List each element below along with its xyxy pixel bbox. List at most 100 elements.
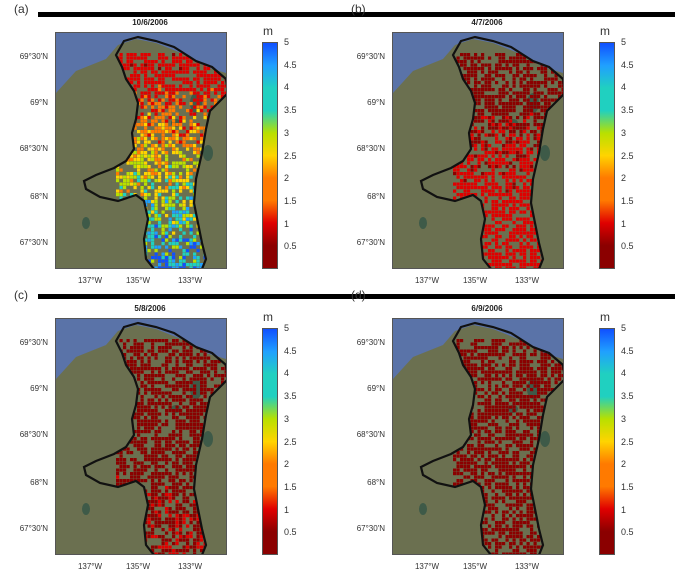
colorbar-tick-label: 5 bbox=[621, 37, 626, 47]
colorbar-tick-label: 3.5 bbox=[284, 105, 297, 115]
colorbar-tick-label: 2 bbox=[621, 173, 626, 183]
satellite-map bbox=[55, 32, 227, 269]
colorbar-tick-label: 0.5 bbox=[621, 241, 634, 251]
latitude-tick-label: 68°30'N bbox=[339, 144, 385, 153]
longitude-tick-label: 135°W bbox=[455, 276, 495, 285]
colorbar-unit: m bbox=[263, 24, 273, 38]
colorbar-tick-label: 2 bbox=[621, 459, 626, 469]
latitude-tick-label: 67°30'N bbox=[2, 524, 48, 533]
latitude-tick-label: 69°30'N bbox=[339, 338, 385, 347]
latitude-tick-label: 68°30'N bbox=[339, 430, 385, 439]
latitude-tick-label: 68°N bbox=[2, 192, 48, 201]
panel-date-title: 5/8/2006 bbox=[75, 304, 225, 313]
latitude-tick-label: 69°N bbox=[2, 98, 48, 107]
lake bbox=[82, 503, 90, 515]
colorbar-tick-label: 1 bbox=[284, 219, 289, 229]
colorbar-tick-label: 5 bbox=[621, 323, 626, 333]
colorbar-unit: m bbox=[263, 310, 273, 324]
colorbar-tick-label: 4 bbox=[621, 368, 626, 378]
colorbar-tick-label: 3 bbox=[284, 414, 289, 424]
colorbar-tick-label: 4 bbox=[284, 368, 289, 378]
colorbar-tick-label: 3 bbox=[621, 414, 626, 424]
colorbar-tick-label: 3 bbox=[621, 128, 626, 138]
panel-date-title: 4/7/2006 bbox=[412, 18, 562, 27]
colorbar-tick-label: 2.5 bbox=[284, 437, 297, 447]
colorbar-tick-label: 3.5 bbox=[284, 391, 297, 401]
longitude-tick-label: 133°W bbox=[507, 276, 547, 285]
lake bbox=[203, 431, 213, 447]
lake bbox=[540, 145, 550, 161]
latitude-tick-label: 68°N bbox=[339, 478, 385, 487]
lake bbox=[203, 145, 213, 161]
colorbar bbox=[262, 42, 278, 269]
latitude-tick-label: 68°N bbox=[2, 478, 48, 487]
colorbar-tick-label: 4 bbox=[284, 82, 289, 92]
latitude-tick-label: 69°N bbox=[339, 384, 385, 393]
colorbar-tick-label: 2.5 bbox=[621, 151, 634, 161]
longitude-tick-label: 133°W bbox=[170, 276, 210, 285]
longitude-tick-label: 135°W bbox=[455, 562, 495, 571]
latitude-tick-label: 69°30'N bbox=[2, 338, 48, 347]
colorbar-tick-label: 4.5 bbox=[621, 60, 634, 70]
latitude-tick-label: 69°N bbox=[339, 98, 385, 107]
colorbar bbox=[262, 328, 278, 555]
latitude-tick-label: 69°N bbox=[2, 384, 48, 393]
latitude-tick-label: 69°30'N bbox=[339, 52, 385, 61]
colorbar-tick-label: 4.5 bbox=[284, 60, 297, 70]
lake bbox=[82, 217, 90, 229]
colorbar-tick-label: 1.5 bbox=[284, 482, 297, 492]
satellite-map bbox=[392, 318, 564, 555]
colorbar-tick-label: 2.5 bbox=[284, 151, 297, 161]
lake bbox=[540, 431, 550, 447]
colorbar bbox=[599, 328, 615, 555]
colorbar-tick-label: 3 bbox=[284, 128, 289, 138]
panel-label: (a) bbox=[14, 2, 29, 16]
latitude-tick-label: 68°N bbox=[339, 192, 385, 201]
colorbar-tick-label: 2.5 bbox=[621, 437, 634, 447]
colorbar-unit: m bbox=[600, 310, 610, 324]
satellite-map bbox=[55, 318, 227, 555]
colorbar bbox=[599, 42, 615, 269]
longitude-tick-label: 137°W bbox=[407, 276, 447, 285]
longitude-tick-label: 137°W bbox=[70, 562, 110, 571]
longitude-tick-label: 135°W bbox=[118, 562, 158, 571]
colorbar-tick-label: 1 bbox=[621, 505, 626, 515]
panel-date-title: 10/6/2006 bbox=[75, 18, 225, 27]
colorbar-tick-label: 5 bbox=[284, 323, 289, 333]
colorbar-tick-label: 0.5 bbox=[284, 527, 297, 537]
latitude-tick-label: 68°30'N bbox=[2, 144, 48, 153]
colorbar-tick-label: 5 bbox=[284, 37, 289, 47]
colorbar-tick-label: 4.5 bbox=[284, 346, 297, 356]
latitude-tick-label: 68°30'N bbox=[2, 430, 48, 439]
colorbar-tick-label: 2 bbox=[284, 173, 289, 183]
satellite-map bbox=[392, 32, 564, 269]
colorbar-tick-label: 4 bbox=[621, 82, 626, 92]
latitude-tick-label: 67°30'N bbox=[339, 524, 385, 533]
colorbar-tick-label: 2 bbox=[284, 459, 289, 469]
colorbar-tick-label: 3.5 bbox=[621, 105, 634, 115]
longitude-tick-label: 133°W bbox=[170, 562, 210, 571]
colorbar-tick-label: 1 bbox=[284, 505, 289, 515]
lake bbox=[419, 217, 427, 229]
colorbar-tick-label: 3.5 bbox=[621, 391, 634, 401]
panel-label: (d) bbox=[351, 288, 366, 302]
longitude-tick-label: 137°W bbox=[407, 562, 447, 571]
panel-date-title: 6/9/2006 bbox=[412, 304, 562, 313]
colorbar-tick-label: 1.5 bbox=[621, 196, 634, 206]
latitude-tick-label: 67°30'N bbox=[2, 238, 48, 247]
colorbar-tick-label: 4.5 bbox=[621, 346, 634, 356]
panel-label: (c) bbox=[14, 288, 28, 302]
panel-label: (b) bbox=[351, 2, 366, 16]
longitude-tick-label: 133°W bbox=[507, 562, 547, 571]
latitude-tick-label: 67°30'N bbox=[339, 238, 385, 247]
colorbar-tick-label: 0.5 bbox=[621, 527, 634, 537]
colorbar-tick-label: 1.5 bbox=[621, 482, 634, 492]
longitude-tick-label: 135°W bbox=[118, 276, 158, 285]
longitude-tick-label: 137°W bbox=[70, 276, 110, 285]
latitude-tick-label: 69°30'N bbox=[2, 52, 48, 61]
colorbar-tick-label: 1.5 bbox=[284, 196, 297, 206]
